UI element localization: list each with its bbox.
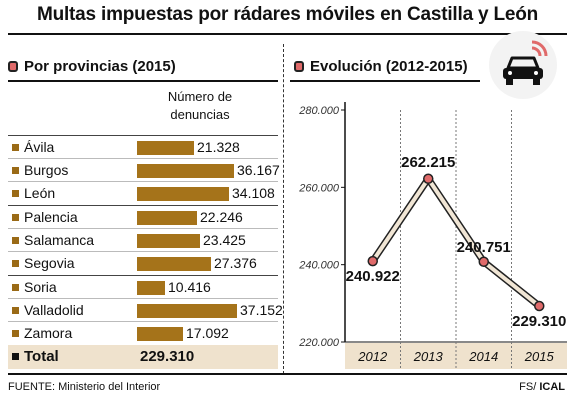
bullet-icon (12, 284, 19, 291)
data-point (478, 256, 489, 268)
x-tick-label: 2015 (524, 349, 555, 364)
province-label: Zamora (24, 325, 73, 341)
chart-title: Multas impuestas por rádares móviles en … (36, 4, 539, 25)
province-label: León (24, 185, 56, 201)
province-value: 37.152 (240, 302, 283, 318)
province-bar (137, 164, 234, 178)
province-value: 36.167 (237, 162, 280, 178)
bullet-icon (12, 237, 19, 244)
province-bar (137, 281, 165, 295)
square-marker-icon (294, 61, 304, 72)
row-divider (8, 181, 278, 182)
provinces-heading-text: Por provincias (2015) (24, 58, 176, 75)
total-row: Total 229.310 (8, 345, 278, 369)
province-bar (137, 187, 229, 201)
column-header-line1: Número de (167, 89, 233, 104)
row-divider (8, 275, 278, 276)
province-row: Ávila 21.328 (8, 136, 278, 159)
data-label: 262.215 (401, 154, 455, 171)
row-divider (8, 228, 278, 229)
province-bar (137, 304, 237, 318)
province-label: Segovia (24, 255, 75, 271)
column-header-line2: denuncias (170, 107, 230, 122)
bullet-icon (12, 353, 19, 360)
y-tick-label: 220.000 (298, 337, 340, 349)
province-label: Valladolid (24, 302, 84, 318)
province-value: 22.246 (200, 209, 243, 225)
province-label: Salamanca (24, 232, 95, 248)
section-divider (283, 44, 284, 374)
evolution-line-chart: 220.000 240.000 260.000 280.000 2012 2013 2014… (298, 102, 567, 369)
province-bar (137, 141, 194, 155)
bullet-icon (12, 144, 19, 151)
row-divider (8, 158, 278, 159)
row-divider (8, 135, 278, 136)
y-tick-label: 280.000 (298, 105, 340, 117)
footer-divider (8, 373, 567, 375)
x-tick-label: 2013 (413, 349, 444, 364)
province-bar (137, 327, 183, 341)
square-marker-icon (8, 61, 18, 72)
column-header: Número de denuncias (150, 88, 250, 124)
x-tick-label: 2014 (468, 349, 498, 364)
total-label: Total (24, 348, 59, 365)
title-divider (8, 33, 567, 35)
evolution-heading: Evolución (2012-2015) (294, 58, 468, 75)
province-row: León 34.108 (8, 182, 278, 205)
province-bar (137, 211, 197, 225)
total-value: 229.310 (140, 348, 195, 365)
province-label: Burgos (24, 162, 69, 178)
province-bar (137, 257, 211, 271)
credit: FS/ ICAL (519, 381, 565, 393)
data-label: 240.922 (346, 268, 400, 285)
province-label: Ávila (24, 139, 55, 155)
car-radar-icon (489, 31, 557, 99)
province-row: Valladolid 37.152 (8, 299, 283, 322)
province-label: Palencia (24, 209, 78, 225)
row-divider (8, 321, 278, 322)
series-line (371, 176, 541, 308)
province-value: 34.108 (232, 185, 275, 201)
data-label: 229.310 (512, 313, 566, 330)
bullet-icon (12, 260, 19, 267)
bullet-icon (12, 330, 19, 337)
x-tick-label: 2012 (357, 349, 388, 364)
source-note: FUENTE: Ministerio del Interior (8, 381, 161, 393)
y-tick-label: 240.000 (298, 260, 340, 272)
row-divider (8, 298, 278, 299)
province-row: Salamanca 23.425 (8, 229, 278, 252)
province-label: Soria (24, 279, 57, 295)
y-tick-label: 260.000 (298, 182, 340, 194)
bullet-icon (12, 307, 19, 314)
data-point (423, 173, 434, 185)
bullet-icon (12, 190, 19, 197)
bullet-icon (12, 214, 19, 221)
province-bar (137, 234, 200, 248)
province-value: 21.328 (197, 139, 240, 155)
data-point (367, 255, 378, 267)
credit-brand: ICAL (539, 381, 565, 393)
provinces-heading: Por provincias (2015) (8, 58, 176, 75)
evolution-heading-rule (290, 80, 480, 82)
province-row: Segovia 27.376 (8, 252, 278, 275)
data-label: 240.751 (457, 239, 511, 256)
row-divider (8, 205, 278, 206)
province-row: Soria 10.416 (8, 276, 278, 299)
province-value: 17.092 (186, 325, 229, 341)
province-value: 10.416 (168, 279, 211, 295)
bullet-icon (12, 167, 19, 174)
data-point (534, 300, 545, 312)
evolution-heading-text: Evolución (2012-2015) (310, 58, 468, 75)
province-row: Zamora 17.092 (8, 322, 278, 345)
province-row: Palencia 22.246 (8, 206, 278, 229)
province-row: Burgos 36.167 (8, 159, 280, 182)
province-value: 27.376 (214, 255, 257, 271)
row-divider (8, 251, 278, 252)
province-value: 23.425 (203, 232, 246, 248)
provinces-heading-rule (8, 80, 278, 82)
credit-prefix: FS/ (519, 381, 540, 393)
